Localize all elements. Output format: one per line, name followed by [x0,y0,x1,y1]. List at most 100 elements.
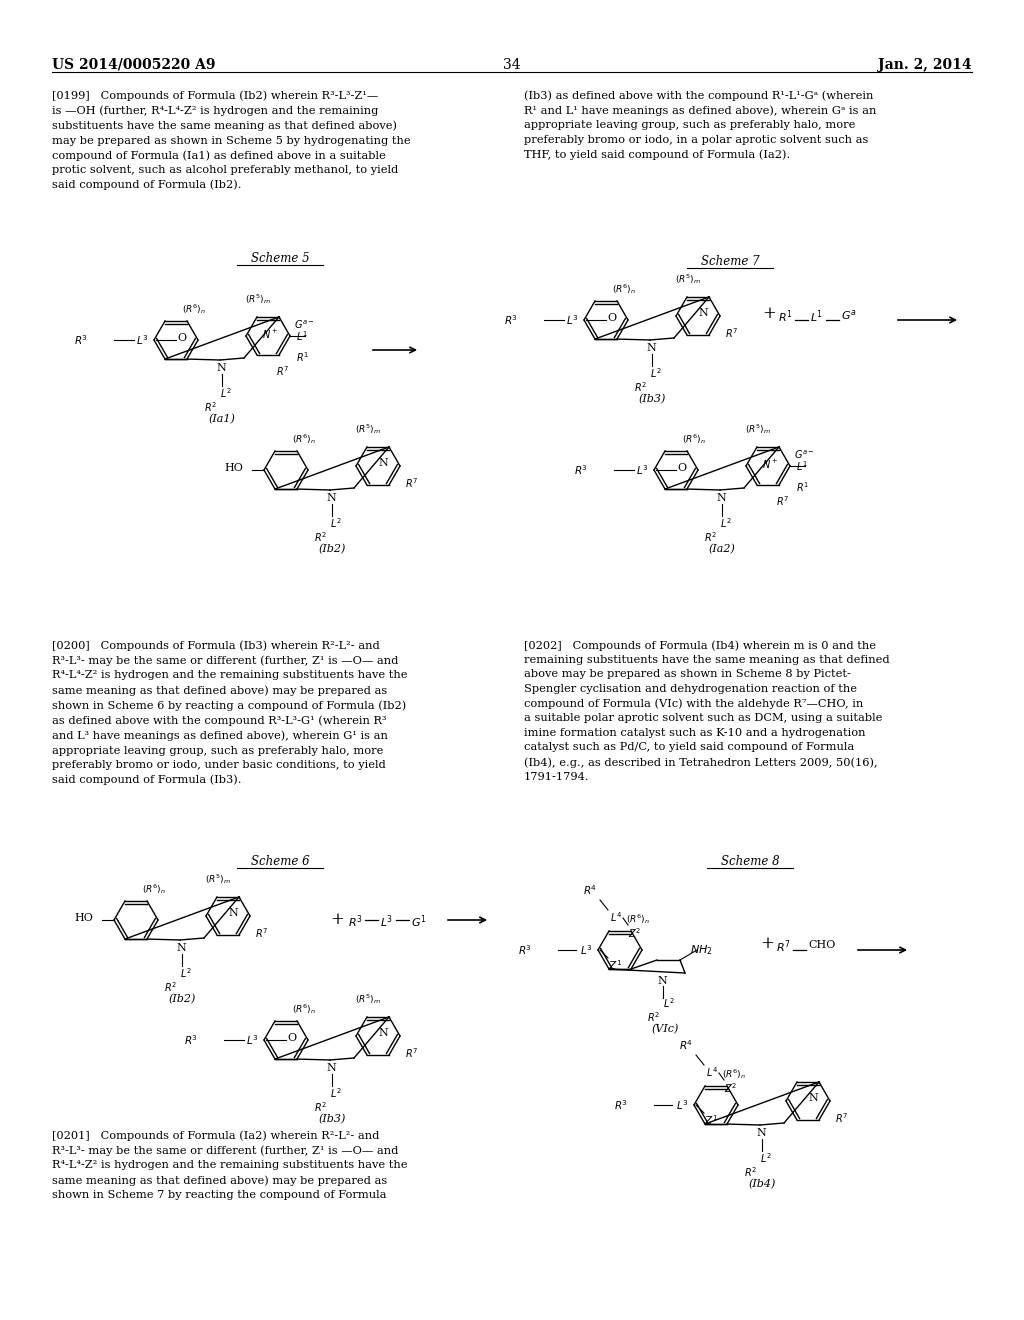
Text: O: O [177,333,186,343]
Text: N: N [378,1028,388,1038]
Text: $Z^2$: $Z^2$ [724,1081,737,1094]
Text: $L^2$: $L^2$ [720,516,732,529]
Text: $G^{a-}$: $G^{a-}$ [794,449,815,462]
Text: $R^7$: $R^7$ [776,494,790,508]
Text: $L^2$: $L^2$ [180,966,191,979]
Text: $R^7$: $R^7$ [835,1111,848,1125]
Text: Scheme 7: Scheme 7 [700,255,760,268]
Text: O: O [677,463,686,473]
Text: (Ib3) as defined above with the compound R¹-L¹-Gᵃ (wherein
R¹ and L¹ have meanin: (Ib3) as defined above with the compound… [524,90,877,160]
Text: [0201]   Compounds of Formula (Ia2) wherein R²-L²- and
R³-L³- may be the same or: [0201] Compounds of Formula (Ia2) wherei… [52,1130,408,1200]
Text: (Ia2): (Ia2) [709,544,735,554]
Text: $L^2$: $L^2$ [220,385,231,400]
Text: $(R^6)_n$: $(R^6)_n$ [292,1002,316,1016]
Text: N: N [808,1093,818,1104]
Text: Scheme 6: Scheme 6 [251,855,309,869]
Text: $R^1$: $R^1$ [296,350,309,364]
Text: $R^2$: $R^2$ [164,979,177,994]
Text: $N^+$: $N^+$ [762,458,778,471]
Text: O: O [287,1034,296,1043]
Text: (VIc): (VIc) [651,1024,679,1035]
Text: $N^+$: $N^+$ [262,327,279,341]
Text: N: N [176,942,185,953]
Text: $R^7$: $R^7$ [276,364,290,378]
Text: $(R^6)_n$: $(R^6)_n$ [626,912,650,925]
Text: $L^4$: $L^4$ [706,1065,718,1078]
Text: $(R^5)_m$: $(R^5)_m$ [675,272,701,286]
Text: +: + [762,305,776,322]
Text: N: N [698,308,708,318]
Text: $R^3$: $R^3$ [348,913,362,929]
Text: N: N [756,1129,766,1138]
Text: $Z^1$: $Z^1$ [608,958,623,972]
Text: $L^2$: $L^2$ [330,516,342,529]
Text: $L^1$: $L^1$ [296,329,308,343]
Text: $R^7$: $R^7$ [725,326,738,339]
Text: $R^7$: $R^7$ [255,927,268,940]
Text: $(R^5)_m$: $(R^5)_m$ [205,873,231,886]
Text: $(R^5)_m$: $(R^5)_m$ [245,292,271,306]
Text: [0199]   Compounds of Formula (Ib2) wherein R³-L³-Z¹—
is —OH (further, R⁴-L⁴-Z² : [0199] Compounds of Formula (Ib2) wherei… [52,90,411,190]
Text: CHO: CHO [808,940,836,950]
Text: (Ib3): (Ib3) [638,393,666,404]
Text: HO: HO [74,913,93,923]
Text: HO: HO [224,463,243,473]
Text: [0200]   Compounds of Formula (Ib3) wherein R²-L²- and
R³-L³- may be the same or: [0200] Compounds of Formula (Ib3) wherei… [52,640,408,785]
Text: $L^3$: $L^3$ [580,942,593,957]
Text: $Z^1$: $Z^1$ [705,1113,718,1127]
Text: +: + [330,912,344,928]
Text: [0202]   Compounds of Formula (Ib4) wherein m is 0 and the
remaining substituent: [0202] Compounds of Formula (Ib4) wherei… [524,640,890,781]
Text: $(R^6)_n$: $(R^6)_n$ [682,432,706,446]
Text: $(R^5)_m$: $(R^5)_m$ [355,993,381,1006]
Text: N: N [216,363,225,374]
Text: N: N [378,458,388,469]
Text: $L^2$: $L^2$ [760,1151,772,1164]
Text: (Ib2): (Ib2) [318,544,346,554]
Text: Scheme 5: Scheme 5 [251,252,309,265]
Text: N: N [646,343,655,352]
Text: (Ia1): (Ia1) [209,414,236,424]
Text: $L^1$: $L^1$ [810,308,823,325]
Text: US 2014/0005220 A9: US 2014/0005220 A9 [52,58,215,73]
Text: $L^3$: $L^3$ [136,333,148,347]
Text: $(R^5)_m$: $(R^5)_m$ [355,422,381,436]
Text: $R^3$: $R^3$ [504,313,518,327]
Text: $R^2$: $R^2$ [314,531,327,544]
Text: $R^4$: $R^4$ [583,883,597,896]
Text: $L^3$: $L^3$ [246,1034,259,1047]
Text: Jan. 2, 2014: Jan. 2, 2014 [879,58,972,73]
Text: (Ib2): (Ib2) [168,994,196,1005]
Text: $R^1$: $R^1$ [778,308,793,325]
Text: $R^2$: $R^2$ [647,1010,660,1024]
Text: $L^4$: $L^4$ [610,909,623,924]
Text: $(R^6)_n$: $(R^6)_n$ [142,882,166,896]
Text: (Ib4): (Ib4) [749,1179,776,1189]
Text: $L^3$: $L^3$ [676,1098,688,1111]
Text: $R^7$: $R^7$ [776,939,791,954]
Text: $R^2$: $R^2$ [634,380,647,393]
Text: $R^2$: $R^2$ [204,400,217,413]
Text: Scheme 8: Scheme 8 [721,855,779,869]
Text: $L^2$: $L^2$ [650,366,662,380]
Text: $R^4$: $R^4$ [679,1038,693,1052]
Text: $R^2$: $R^2$ [744,1166,757,1179]
Text: $L^3$: $L^3$ [566,313,579,327]
Text: $L^3$: $L^3$ [636,463,648,477]
Text: $R^3$: $R^3$ [614,1098,628,1111]
Text: $L^1$: $L^1$ [796,459,808,473]
Text: $(R^6)_n$: $(R^6)_n$ [612,282,636,296]
Text: $R^2$: $R^2$ [314,1100,327,1114]
Text: (Ib3): (Ib3) [318,1114,346,1125]
Text: $(R^5)_m$: $(R^5)_m$ [744,422,771,436]
Text: O: O [607,313,616,323]
Text: $R^2$: $R^2$ [705,531,717,544]
Text: 34: 34 [503,58,521,73]
Text: $G^1$: $G^1$ [411,913,427,929]
Text: $L^2$: $L^2$ [330,1086,342,1100]
Text: $(R^6)_n$: $(R^6)_n$ [292,432,316,446]
Text: $R^3$: $R^3$ [74,333,88,347]
Text: $R^3$: $R^3$ [184,1034,198,1047]
Text: $(R^6)_n$: $(R^6)_n$ [722,1067,745,1081]
Text: $R^7$: $R^7$ [406,1045,418,1060]
Text: $(R^6)_n$: $(R^6)_n$ [182,302,206,315]
